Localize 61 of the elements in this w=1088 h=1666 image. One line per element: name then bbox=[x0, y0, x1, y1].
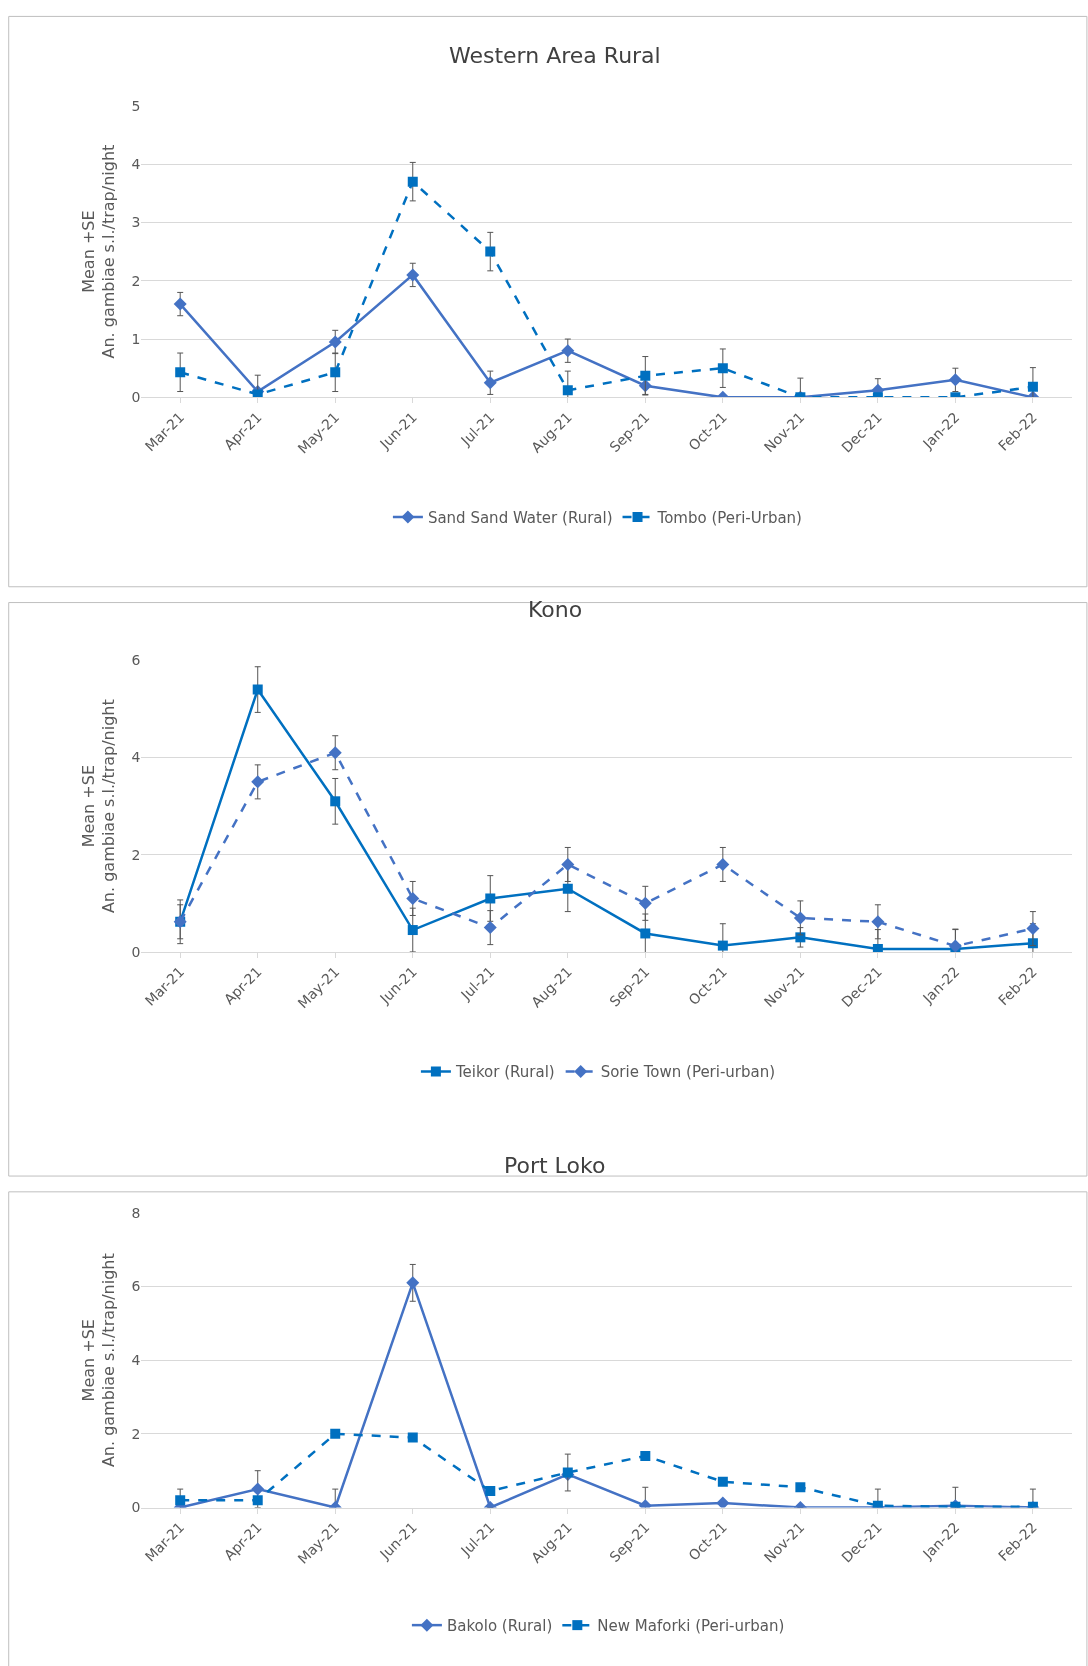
y-axis-title: Mean +SE An. gambiae s.l./trap/night bbox=[78, 699, 119, 914]
y-axis-title: Mean +SE An. gambiae s.l./trap/night bbox=[78, 144, 119, 359]
point bbox=[1026, 922, 1040, 936]
point bbox=[485, 246, 496, 257]
y-tick-label: 3 bbox=[131, 214, 141, 231]
y-tick-label: 0 bbox=[131, 943, 141, 960]
point bbox=[562, 385, 573, 396]
y-tick-label: 5 bbox=[131, 97, 141, 114]
point bbox=[330, 796, 341, 807]
point bbox=[948, 373, 962, 387]
point bbox=[1027, 381, 1038, 392]
point bbox=[252, 389, 263, 398]
legend-label: Sand Sand Water (Rural) bbox=[427, 508, 613, 527]
y-tick-label: 0 bbox=[131, 389, 141, 406]
point bbox=[872, 943, 883, 952]
point bbox=[717, 940, 728, 951]
y-tick-label: 2 bbox=[131, 1425, 141, 1442]
y-tick-label: 2 bbox=[131, 272, 141, 289]
chart-title: Western Area Rural bbox=[449, 43, 661, 68]
y-axis-title: Mean +SE An. gambiae s.l./trap/night bbox=[78, 1253, 119, 1468]
point bbox=[561, 344, 575, 358]
point bbox=[483, 376, 497, 390]
chart-title: Kono bbox=[528, 597, 583, 622]
legend-label: Teikor (Rural) bbox=[454, 1063, 555, 1082]
point bbox=[640, 928, 651, 939]
y-tick-label: 4 bbox=[131, 749, 141, 766]
y-tick-label: 4 bbox=[131, 156, 141, 173]
point bbox=[406, 891, 420, 905]
point bbox=[717, 363, 728, 374]
legend-label: New Maforki (Peri-urban) bbox=[597, 1616, 785, 1635]
point bbox=[407, 176, 418, 187]
point bbox=[638, 896, 652, 910]
legend-label: Sorie Town (Peri-urban) bbox=[600, 1063, 776, 1082]
point bbox=[483, 921, 497, 935]
y-tick-label: 1 bbox=[131, 330, 141, 347]
point bbox=[871, 915, 885, 929]
point bbox=[328, 746, 342, 760]
point bbox=[716, 857, 730, 871]
point bbox=[485, 893, 496, 904]
point bbox=[562, 883, 573, 894]
point bbox=[330, 367, 341, 378]
point bbox=[173, 297, 187, 311]
point bbox=[407, 925, 418, 936]
y-tick-label: 8 bbox=[131, 1204, 141, 1221]
legend-label: Tombo (Peri-Urban) bbox=[656, 508, 802, 527]
point bbox=[640, 370, 651, 381]
chart-title: Port Loko bbox=[504, 1153, 606, 1178]
point bbox=[252, 684, 263, 695]
point bbox=[948, 939, 962, 952]
y-tick-label: 2 bbox=[131, 846, 141, 863]
point bbox=[175, 367, 186, 378]
point bbox=[251, 775, 265, 789]
y-tick-label: 6 bbox=[131, 1278, 141, 1295]
point bbox=[328, 335, 342, 349]
point bbox=[561, 857, 575, 871]
y-tick-label: 6 bbox=[131, 652, 141, 669]
point bbox=[793, 911, 807, 925]
y-tick-label: 4 bbox=[131, 1352, 141, 1369]
point bbox=[406, 268, 420, 282]
legend-label: Bakolo (Rural) bbox=[446, 1616, 553, 1635]
y-tick-label: 0 bbox=[131, 1499, 141, 1516]
